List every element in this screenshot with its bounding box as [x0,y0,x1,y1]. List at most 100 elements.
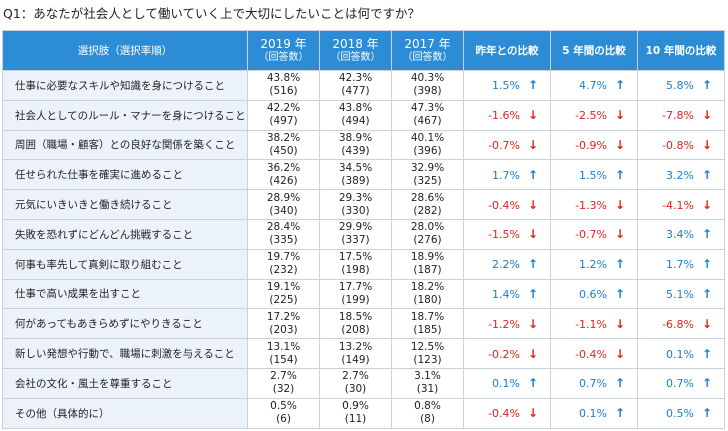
arrow-up-icon: ↑ [702,376,713,391]
comparison-cell: -2.5% ↓ [550,99,638,131]
year-value-cell: 42.2% (497) [247,99,320,131]
comparison-value: 3.2% [666,168,694,182]
response-count: (199) [341,293,370,306]
table-row: 任せられた仕事を確実に進めること 36.2% (426) 34.5% (389) 32.9… [2,159,725,191]
table-row: 新しい発想や行動で、職場に刺激を与えること 13.1% (154) 13.2% (149… [2,338,725,369]
comparison-cell: -0.4% ↓ [550,338,638,369]
comparison-cell: -7.8% ↓ [637,99,725,131]
response-count: (185) [413,323,442,336]
percentage-value: 43.8% [266,72,301,85]
year-value-cell: 28.6% (282) [391,189,464,220]
arrow-up-icon: ↑ [702,257,713,272]
percentage-value: 3.1% [414,370,441,383]
comparison-cell: 0.6% ↑ [550,278,638,310]
year-value-cell: 38.2% (450) [247,129,320,161]
arrow-up-icon: ↑ [528,286,539,301]
header-year-2019: 2019 年 （回答数） [247,30,320,71]
year-value-cell: 17.7% (199) [319,278,392,310]
year-value-cell: 43.8% (516) [247,70,320,101]
percentage-value: 17.5% [338,251,373,264]
response-count: (282) [413,204,442,217]
response-count: (494) [341,115,370,128]
comparison-value: 0.6% [579,287,607,301]
table-row: 周囲（職場・顧客）との良好な関係を築くこと 38.2% (450) 38.9% (439… [2,129,725,161]
year-value-cell: 34.5% (389) [319,159,392,191]
year-value-cell: 17.2% (203) [247,308,320,340]
arrow-up-icon: ↑ [702,406,713,421]
percentage-value: 18.2% [410,280,445,293]
table-row: その他（具体的に） 0.5% (6) 0.9% (11) 0.8% (8) -0.4% ↓ 0.1… [2,397,725,429]
table-body: 仕事に必要なスキルや知識を身につけること 43.8% (516) 42.3% (477)… [2,70,725,429]
table-row: 会社の文化・風土を尊重すること 2.7% (32) 2.7% (30) 3.1% (31) 0… [2,367,725,399]
arrow-down-icon: ↓ [615,197,626,212]
year-value-cell: 40.3% (398) [391,70,464,101]
year-value-cell: 2.7% (32) [247,367,320,399]
comparison-value: 0.1% [579,407,607,421]
comparison-value: -1.5% [488,228,520,242]
response-count: (335) [269,234,298,247]
arrow-up-icon: ↑ [615,167,626,182]
arrow-down-icon: ↓ [528,197,539,212]
year-value-cell: 28.4% (335) [247,218,320,250]
percentage-value: 28.0% [410,221,445,234]
percentage-value: 29.9% [338,221,373,234]
percentage-value: 42.3% [338,72,373,85]
response-count: (389) [341,174,370,187]
comparison-value: -0.9% [575,138,607,152]
comparison-cell: 0.1% ↑ [637,338,725,369]
response-count: (330) [341,204,370,217]
table-row: 失敗を恐れずにどんどん挑戦すること 28.4% (335) 29.9% (337) 28.… [2,218,725,250]
comparison-value: 1.5% [492,79,520,93]
header-compare-5-years: 5 年間の比較 [550,30,638,71]
response-count: (467) [413,115,442,128]
arrow-up-icon: ↑ [702,286,713,301]
year-value-cell: 18.7% (185) [391,308,464,340]
header-year-2017: 2017 年 （回答数） [391,30,464,71]
percentage-value: 40.1% [410,131,445,144]
percentage-value: 19.1% [266,280,301,293]
response-count: (497) [269,115,298,128]
header-year-label: 2019 年 [260,36,307,51]
response-count: (276) [413,234,442,247]
response-count: (32) [272,383,295,396]
response-count: (337) [341,234,370,247]
percentage-value: 42.2% [266,102,301,115]
percentage-value: 28.4% [266,221,301,234]
arrow-down-icon: ↓ [528,227,539,242]
comparison-value: 0.7% [666,377,694,391]
comparison-cell: -0.7% ↓ [550,218,638,250]
arrow-down-icon: ↓ [528,316,539,331]
percentage-value: 0.8% [414,400,441,413]
year-value-cell: 19.1% (225) [247,278,320,310]
percentage-value: 28.9% [266,191,301,204]
response-count: (154) [269,353,298,366]
arrow-down-icon: ↓ [702,108,713,123]
header-row: 選択肢（選択率順） 2019 年 （回答数） 2018 年 （回答数） 2017… [2,30,725,71]
year-value-cell: 28.0% (276) [391,218,464,250]
year-value-cell: 12.5% (123) [391,338,464,369]
response-count: (123) [413,353,442,366]
response-count: (516) [269,85,298,98]
comparison-value: 1.4% [492,287,520,301]
percentage-value: 2.7% [342,370,369,383]
table-row: 仕事に必要なスキルや知識を身につけること 43.8% (516) 42.3% (477)… [2,70,725,101]
response-count: (208) [341,323,370,336]
year-value-cell: 2.7% (30) [319,367,392,399]
response-count: (398) [413,85,442,98]
percentage-value: 40.3% [410,72,445,85]
arrow-up-icon: ↑ [528,167,539,182]
percentage-value: 38.2% [266,131,301,144]
choice-label: 仕事で高い成果を出すこと [2,278,248,310]
comparison-value: -0.4% [575,347,607,361]
response-count: (232) [269,264,298,277]
comparison-cell: -1.5% ↓ [463,218,551,250]
percentage-value: 32.9% [410,161,445,174]
year-value-cell: 36.2% (426) [247,159,320,191]
year-value-cell: 32.9% (325) [391,159,464,191]
comparison-cell: 0.7% ↑ [637,367,725,399]
percentage-value: 47.3% [410,102,445,115]
comparison-value: -0.7% [575,228,607,242]
header-year-sub: （回答数） [330,51,381,63]
arrow-up-icon: ↑ [615,78,626,93]
